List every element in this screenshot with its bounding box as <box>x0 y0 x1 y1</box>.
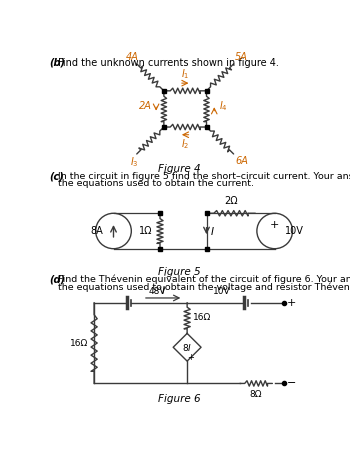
Text: 10V: 10V <box>285 226 304 236</box>
Text: 4A: 4A <box>125 53 138 62</box>
Text: (b): (b) <box>49 58 65 68</box>
Text: Find the unknown currents shown in figure 4.: Find the unknown currents shown in figur… <box>58 58 279 68</box>
Text: Find the Thévenin equivalent of the circuit of figure 6. Your answer should incl: Find the Thévenin equivalent of the circ… <box>58 275 350 284</box>
Text: 8$I$: 8$I$ <box>182 342 192 353</box>
Text: Figure 6: Figure 6 <box>158 394 201 404</box>
Text: 16Ω: 16Ω <box>193 313 211 322</box>
Text: $I_4$: $I_4$ <box>219 99 228 113</box>
Text: (c): (c) <box>49 172 64 182</box>
Text: 1Ω: 1Ω <box>139 226 152 236</box>
Text: 2A: 2A <box>139 101 152 111</box>
Text: the equations used to obtain the voltage and resistor Thévenin.: the equations used to obtain the voltage… <box>58 282 350 292</box>
Text: 5A: 5A <box>235 53 248 62</box>
Text: 16Ω: 16Ω <box>70 339 88 348</box>
Text: $I$: $I$ <box>210 225 215 237</box>
Text: 2Ω: 2Ω <box>224 196 238 206</box>
Text: $I_2$: $I_2$ <box>181 137 189 151</box>
Text: +: + <box>270 220 279 230</box>
Text: Figure 4: Figure 4 <box>158 164 201 174</box>
Text: 6A: 6A <box>235 155 248 166</box>
Text: In the circuit in figure 5 find the short–circuit current. Your answer should in: In the circuit in figure 5 find the shor… <box>58 172 350 180</box>
Text: 8A: 8A <box>91 226 104 236</box>
Text: $I_3$: $I_3$ <box>130 155 138 169</box>
Text: Figure 5: Figure 5 <box>158 267 201 277</box>
Text: $I_1$: $I_1$ <box>181 67 189 81</box>
Text: +: + <box>287 298 296 308</box>
Text: the equations used to obtain the current.: the equations used to obtain the current… <box>58 180 254 189</box>
Text: +: + <box>187 353 194 362</box>
Text: −: − <box>287 379 296 388</box>
Text: (d): (d) <box>49 275 65 285</box>
Text: $I$: $I$ <box>161 284 166 296</box>
Text: 10V: 10V <box>213 286 230 295</box>
Text: 8Ω: 8Ω <box>250 390 262 399</box>
Text: 48V: 48V <box>148 286 166 295</box>
